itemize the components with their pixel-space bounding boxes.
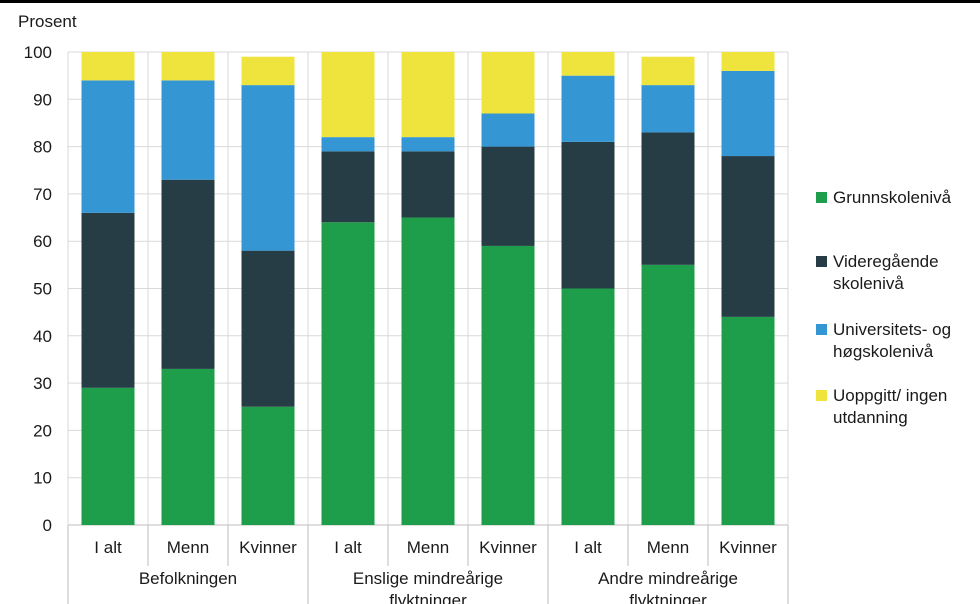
bar-segment bbox=[161, 52, 215, 81]
bar-segment bbox=[481, 245, 535, 525]
y-tick-label: 90 bbox=[33, 90, 52, 109]
x-tick-label: Menn bbox=[647, 538, 690, 557]
legend-label: Universitets- og bbox=[833, 320, 951, 339]
bar-segment bbox=[561, 141, 615, 289]
y-tick-label: 60 bbox=[33, 232, 52, 251]
bar-segment bbox=[401, 137, 455, 152]
bar-segment bbox=[641, 132, 695, 265]
legend-label: høgskolenivå bbox=[833, 342, 934, 361]
group-label: flyktninger bbox=[629, 591, 707, 604]
bar-segment bbox=[721, 52, 775, 71]
legend-label: Videregående bbox=[833, 252, 939, 271]
bar-segment bbox=[561, 288, 615, 525]
bar-segment bbox=[321, 137, 375, 152]
bar-segment bbox=[161, 368, 215, 525]
y-tick-label: 20 bbox=[33, 421, 52, 440]
group-label: Andre mindreårige bbox=[598, 569, 738, 588]
x-tick-label: Kvinner bbox=[239, 538, 297, 557]
bar-segment bbox=[81, 80, 135, 213]
legend-swatch bbox=[816, 390, 827, 401]
bar-segment bbox=[81, 212, 135, 388]
bar-segment bbox=[321, 222, 375, 525]
legend-label: Grunnskolenivå bbox=[833, 188, 952, 207]
x-tick-label: Menn bbox=[407, 538, 450, 557]
x-tick-label: Menn bbox=[167, 538, 210, 557]
bar-segment bbox=[641, 264, 695, 525]
bar-segment bbox=[321, 151, 375, 223]
bar-segment bbox=[321, 52, 375, 138]
y-tick-label: 50 bbox=[33, 280, 52, 299]
bar-segment bbox=[481, 52, 535, 114]
bar-segment bbox=[241, 406, 295, 525]
bar-segment bbox=[481, 146, 535, 246]
bar-segment bbox=[81, 52, 135, 81]
bar-segment bbox=[481, 113, 535, 147]
bar-segment bbox=[641, 85, 695, 133]
legend-swatch bbox=[816, 192, 827, 203]
bar-segment bbox=[401, 217, 455, 526]
bar-segment bbox=[401, 52, 455, 138]
y-tick-label: 80 bbox=[33, 138, 52, 157]
legend-swatch bbox=[816, 324, 827, 335]
x-tick-label: I alt bbox=[334, 538, 362, 557]
group-label: flyktninger bbox=[389, 591, 467, 604]
bar-segment bbox=[641, 56, 695, 86]
bar-segment bbox=[721, 70, 775, 157]
x-tick-label: I alt bbox=[574, 538, 602, 557]
y-tick-label: 0 bbox=[43, 516, 52, 535]
bar-segment bbox=[561, 52, 615, 76]
legend-swatch bbox=[816, 256, 827, 267]
y-tick-label: 70 bbox=[33, 185, 52, 204]
bar-segment bbox=[161, 179, 215, 369]
x-tick-label: Kvinner bbox=[719, 538, 777, 557]
y-tick-label: 40 bbox=[33, 327, 52, 346]
bar-segment bbox=[401, 151, 455, 218]
top-rule bbox=[0, 0, 980, 3]
y-tick-label: 100 bbox=[24, 43, 52, 62]
bar-segment bbox=[241, 250, 295, 407]
x-tick-label: I alt bbox=[94, 538, 122, 557]
bar-segment bbox=[241, 56, 295, 86]
bar-segment bbox=[161, 80, 215, 180]
y-axis-label: Prosent bbox=[18, 12, 77, 31]
bar-segment bbox=[721, 316, 775, 525]
y-tick-label: 10 bbox=[33, 469, 52, 488]
legend-label: skolenivå bbox=[833, 274, 904, 293]
legend-label: utdanning bbox=[833, 408, 908, 427]
bar-segment bbox=[721, 156, 775, 317]
y-tick-label: 30 bbox=[33, 374, 52, 393]
legend-label: Uoppgitt/ ingen bbox=[833, 386, 947, 405]
bar-segment bbox=[81, 387, 135, 525]
group-label: Enslige mindreårige bbox=[353, 569, 503, 588]
x-tick-label: Kvinner bbox=[479, 538, 537, 557]
bar-segment bbox=[241, 85, 295, 251]
bar-segment bbox=[561, 75, 615, 142]
group-label: Befolkningen bbox=[139, 569, 237, 588]
